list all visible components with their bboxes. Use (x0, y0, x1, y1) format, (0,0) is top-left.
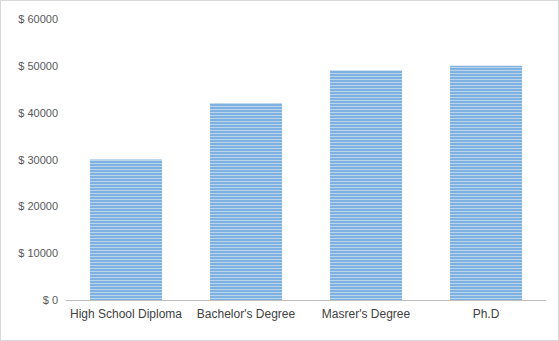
svg-text:$ 40000: $ 40000 (18, 107, 58, 119)
svg-text:High School Diploma: High School Diploma (70, 307, 182, 321)
svg-text:$ 30000: $ 30000 (18, 154, 58, 166)
svg-text:$ 10000: $ 10000 (18, 247, 58, 259)
svg-text:Bachelor's Degree: Bachelor's Degree (197, 307, 296, 321)
svg-text:Ph.D: Ph.D (473, 307, 500, 321)
svg-text:$ 0: $ 0 (43, 294, 58, 306)
svg-text:$ 60000: $ 60000 (18, 13, 58, 25)
svg-text:$ 50000: $ 50000 (18, 60, 58, 72)
svg-text:$ 20000: $ 20000 (18, 200, 58, 212)
svg-text:Masrer's Degree: Masrer's Degree (322, 307, 411, 321)
